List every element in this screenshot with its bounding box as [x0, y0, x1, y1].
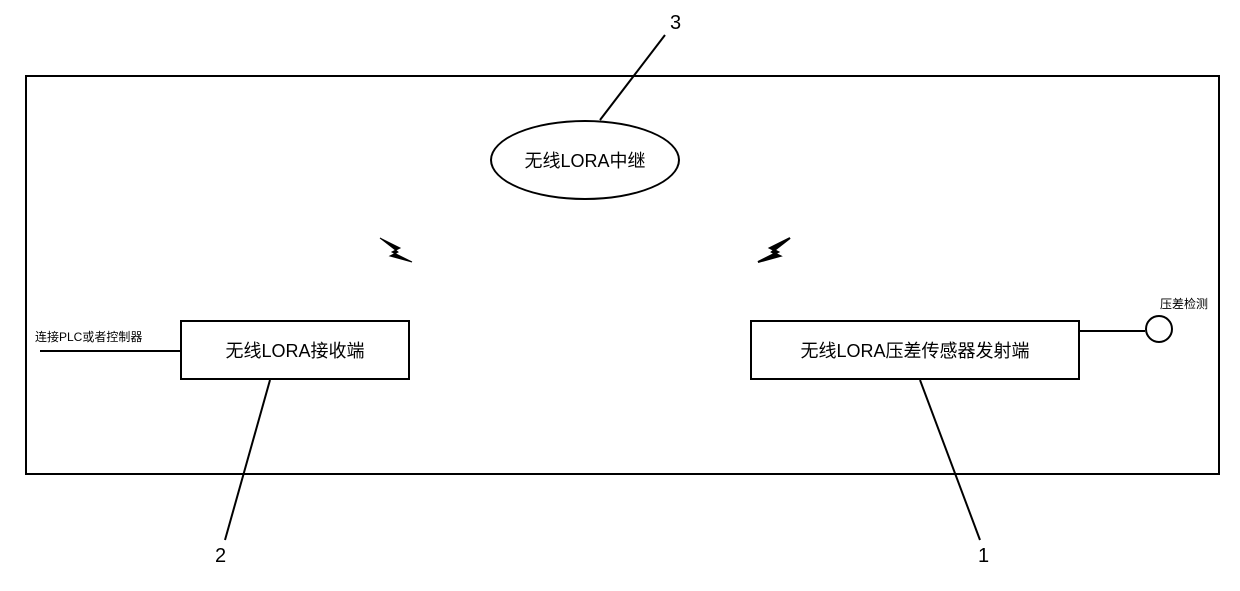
relay-node: 无线LORA中继 [490, 120, 680, 200]
callout-3: 3 [670, 12, 681, 35]
plc-label: 连接PLC或者控制器 [35, 328, 142, 345]
callout-1: 1 [978, 545, 989, 568]
receiver-node: 无线LORA接收端 [180, 320, 410, 380]
relay-label: 无线LORA中继 [524, 147, 645, 173]
signal-left-icon [370, 230, 420, 280]
transmitter-label: 无线LORA压差传感器发射端 [800, 337, 1029, 363]
pressure-label: 压差检测 [1160, 295, 1208, 312]
pressure-connector-line [1080, 330, 1145, 332]
callout-2: 2 [215, 545, 226, 568]
signal-right-icon [750, 230, 800, 280]
sensor-circle [1145, 315, 1173, 343]
plc-connector-line [40, 350, 180, 352]
transmitter-node: 无线LORA压差传感器发射端 [750, 320, 1080, 380]
receiver-label: 无线LORA接收端 [225, 337, 364, 363]
